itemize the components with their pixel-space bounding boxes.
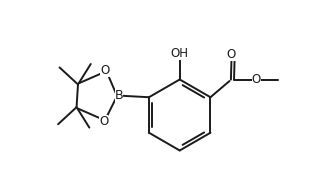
Text: O: O (100, 64, 110, 77)
Text: O: O (99, 115, 108, 128)
Text: O: O (227, 48, 236, 61)
Text: OH: OH (171, 47, 189, 60)
Text: B: B (115, 89, 123, 102)
Text: O: O (252, 73, 261, 86)
